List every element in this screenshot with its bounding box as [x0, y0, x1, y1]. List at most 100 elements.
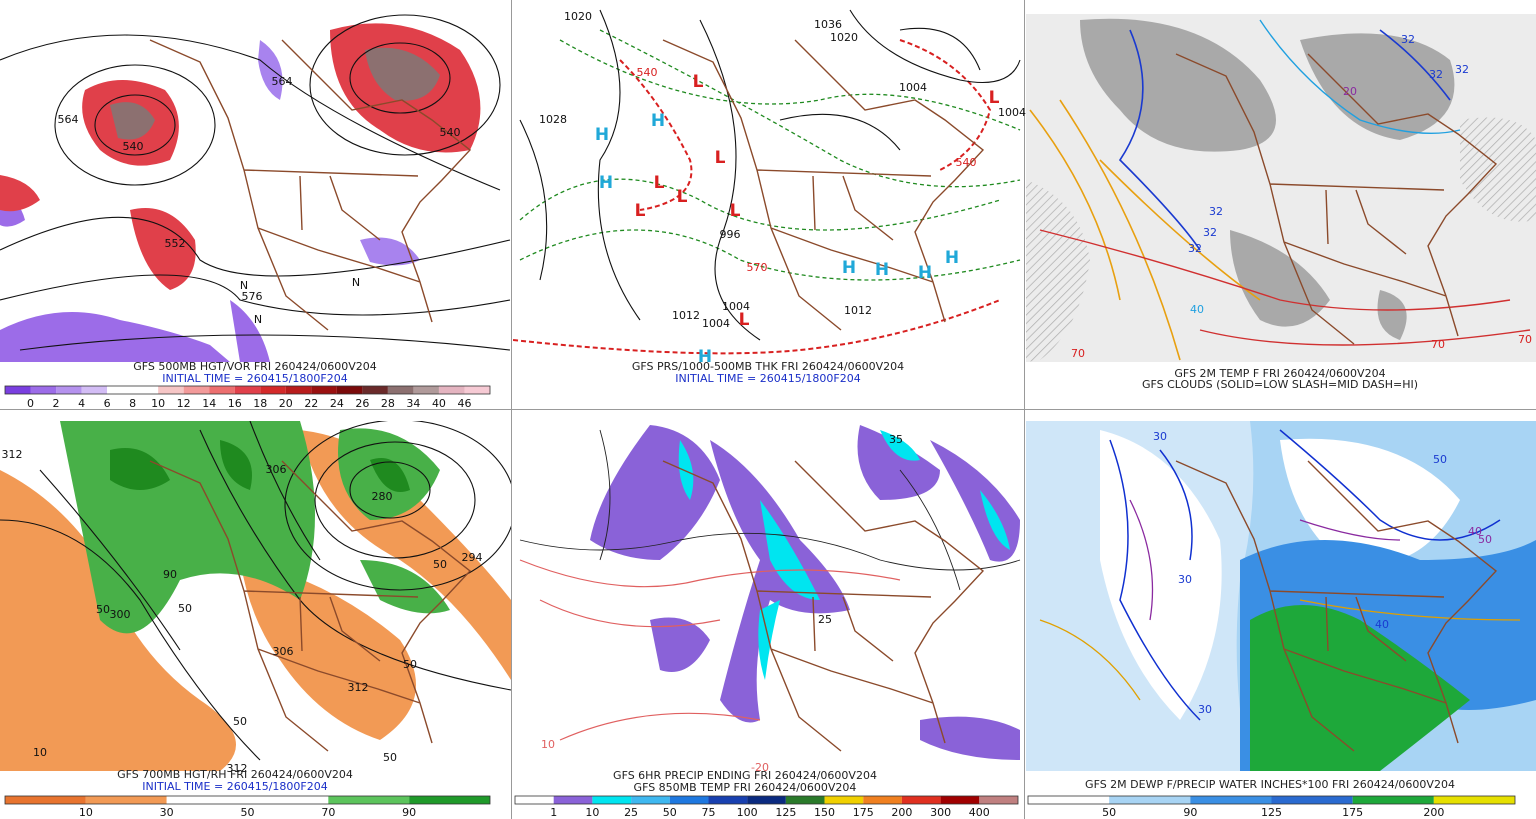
- map-thickness: [513, 0, 1023, 362]
- colorbar-swatch: [708, 796, 748, 804]
- map-precip: [513, 421, 1023, 771]
- contour: [349, 42, 451, 114]
- colorbar-swatch: [1190, 796, 1272, 804]
- map-label: 1020: [830, 31, 858, 44]
- map-label: 552: [165, 237, 186, 250]
- map-label: 35: [889, 433, 903, 446]
- contour: [0, 34, 511, 351]
- colorbar-swatch: [132, 386, 159, 394]
- map-label: 40: [1190, 303, 1204, 316]
- colorbar-swatch: [863, 796, 902, 804]
- colorbar-label: 26: [355, 397, 369, 410]
- map-label: 312: [2, 448, 23, 461]
- map-label: 50: [433, 558, 447, 571]
- map-label: 1028: [539, 113, 567, 126]
- map-label: 40: [1375, 618, 1389, 631]
- map-label: 1004: [722, 300, 750, 313]
- colorbar-label: 1: [550, 806, 557, 819]
- contour: [0, 421, 511, 761]
- caption: GFS 2M DEWP F/PRECIP WATER INCHES*100 FR…: [1085, 778, 1455, 791]
- map-label: 294: [462, 551, 483, 564]
- caption: GFS PRS/1000-500MB THK FRI 260424/0600V2…: [632, 360, 904, 373]
- caption: GFS 2M TEMP F FRI 260424/0600V204: [1174, 367, 1385, 380]
- isotherm: [1039, 229, 1531, 346]
- map-label: 25: [818, 613, 832, 626]
- map-bg: [513, 0, 1023, 362]
- map-label: 70: [1431, 338, 1445, 351]
- colorbar-swatch: [438, 386, 465, 394]
- colorbar-label: 175: [853, 806, 874, 819]
- map-label: 312: [348, 681, 369, 694]
- isobar: [519, 9, 1021, 341]
- map-label: 20: [1343, 85, 1357, 98]
- colorbar-swatch: [592, 796, 632, 804]
- colorbar-swatch: [631, 796, 670, 804]
- map-label: L: [693, 72, 704, 92]
- moist-area: [110, 440, 410, 492]
- thickness-line: [513, 39, 1001, 355]
- map-label: L: [635, 201, 646, 221]
- colorbar-swatch: [464, 386, 490, 394]
- contour: [349, 461, 431, 519]
- colorbar-label: 40: [432, 397, 446, 410]
- isodrosotherm: [1129, 499, 1401, 621]
- low-cloud: [1080, 18, 1455, 340]
- colorbar-label: 8: [129, 397, 136, 410]
- colorbar-swatch: [166, 796, 248, 804]
- colorbar-label: 0: [27, 397, 34, 410]
- contour: [54, 64, 216, 186]
- mid-cloud: [1026, 117, 1536, 362]
- colorbar-swatch: [747, 796, 786, 804]
- colorbar-swatch: [85, 796, 167, 804]
- colorbar-swatch: [30, 386, 57, 394]
- map-label: 50: [96, 603, 110, 616]
- map-label: 50: [383, 751, 397, 764]
- map-label: H: [651, 111, 665, 131]
- map-label: -20: [751, 761, 769, 774]
- map-label: H: [918, 263, 932, 283]
- map-label: 90: [163, 568, 177, 581]
- colorbar-swatch: [5, 796, 86, 804]
- map-label: 306: [273, 645, 294, 658]
- colorbar-label: 10: [585, 806, 599, 819]
- map-label: 32: [1429, 68, 1443, 81]
- colorbar-swatch: [553, 796, 593, 804]
- colorbar-label: 16: [228, 397, 242, 410]
- map-label: H: [842, 258, 856, 278]
- caption: INITIAL TIME = 260415/1800F204: [162, 372, 347, 385]
- colorbar-label: 90: [402, 806, 416, 819]
- colorbar-swatch: [234, 386, 261, 394]
- map-label: N: [240, 279, 248, 292]
- colorbar-swatch: [247, 796, 329, 804]
- map-label: 70: [1518, 333, 1532, 346]
- map-label: 30: [1198, 703, 1212, 716]
- colorbar-swatch: [107, 386, 133, 394]
- colorbar-label: 200: [1423, 806, 1444, 819]
- colorbar-swatch: [515, 796, 554, 804]
- colorbar-label: 50: [663, 806, 677, 819]
- colorbar-label: 90: [1183, 806, 1197, 819]
- map-label: L: [730, 201, 741, 221]
- isotherm: [1259, 19, 1461, 135]
- isodrosotherm: [1109, 429, 1501, 721]
- map-label: 1036: [814, 18, 842, 31]
- vort-max: [110, 47, 440, 140]
- colorbar-swatch: [1028, 796, 1110, 804]
- colorbar-label: 10: [79, 806, 93, 819]
- colorbar-label: 175: [1342, 806, 1363, 819]
- caption: GFS 6HR PRECIP ENDING FRI 260424/0600V20…: [613, 769, 877, 782]
- map-label: 306: [266, 463, 287, 476]
- colorbar-label: 34: [406, 397, 420, 410]
- colorbar-label: 12: [177, 397, 191, 410]
- colorbar-label: 50: [241, 806, 255, 819]
- colorbar-swatch: [285, 386, 312, 394]
- map-label: 1012: [672, 309, 700, 322]
- map-label: H: [595, 125, 609, 145]
- map-label: N: [352, 276, 360, 289]
- map-label: H: [945, 248, 959, 268]
- caption: GFS 850MB TEMP FRI 260424/0600V204: [634, 781, 857, 794]
- colorbar-label: 75: [701, 806, 715, 819]
- vort-negative: [258, 40, 420, 266]
- colorbar-swatch: [336, 386, 363, 394]
- colorbar-label: 25: [624, 806, 638, 819]
